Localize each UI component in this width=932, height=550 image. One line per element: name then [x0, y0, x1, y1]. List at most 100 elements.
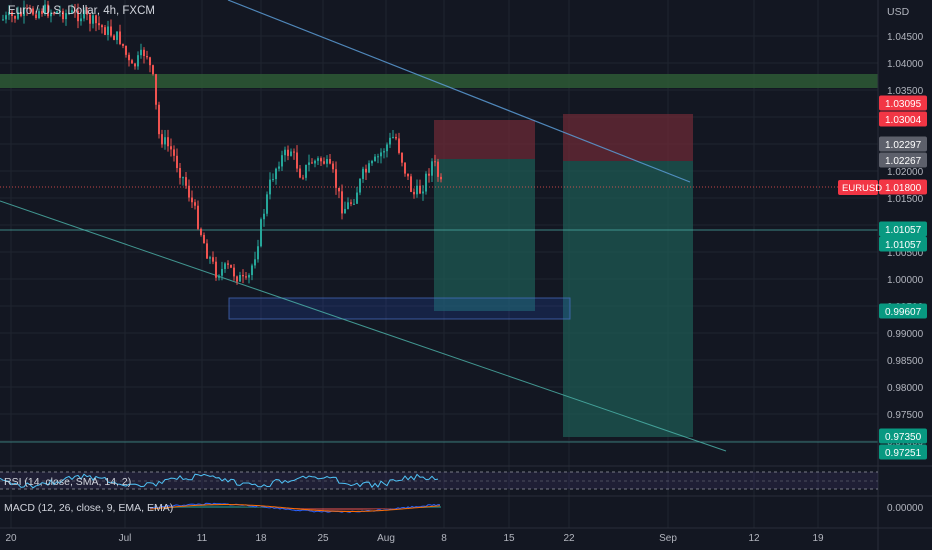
trade1-target-zone[interactable]: [434, 159, 535, 311]
candle-body: [203, 234, 205, 244]
chart-title[interactable]: Euro / U.S. Dollar, 4h, FXCM: [8, 5, 155, 17]
candle-body: [38, 11, 40, 19]
candle-body: [332, 163, 334, 170]
candle-body: [128, 54, 130, 61]
candle-body: [5, 15, 7, 20]
candle-body: [200, 228, 202, 235]
candle-body: [134, 63, 136, 67]
candle-body: [341, 191, 343, 214]
candle-body: [53, 12, 55, 14]
candle-body: [86, 10, 88, 15]
candle-body: [344, 208, 346, 214]
candle-body: [308, 162, 310, 165]
candle-body: [104, 27, 106, 35]
candle-body: [98, 23, 100, 26]
candle-body: [107, 26, 109, 35]
candle-body: [143, 49, 145, 57]
candle-body: [164, 137, 166, 145]
candle-body: [266, 194, 268, 214]
candle-body: [275, 168, 277, 180]
support-zone[interactable]: [228, 297, 571, 320]
candle-body: [422, 191, 424, 194]
candlestick-series[interactable]: [2, 0, 442, 285]
candle-body: [293, 151, 295, 153]
candle-body: [146, 56, 148, 58]
resistance-zone[interactable]: [0, 74, 878, 88]
candle-body: [224, 263, 226, 269]
candle-body: [419, 185, 421, 194]
candle-body: [110, 26, 112, 36]
candle-body: [362, 168, 364, 179]
candle-body: [311, 162, 313, 164]
candle-body: [14, 16, 16, 19]
candle-body: [179, 168, 181, 178]
candle-body: [296, 152, 298, 169]
candle-body: [386, 144, 388, 152]
trade1-stop-zone[interactable]: [434, 120, 535, 159]
candle-body: [365, 168, 367, 173]
macd-legend[interactable]: MACD (12, 26, close, 9, EMA, EMA): [4, 502, 174, 514]
candle-body: [122, 43, 124, 46]
trade2-stop-zone[interactable]: [563, 114, 693, 161]
candle-body: [278, 166, 280, 169]
upper-trend-line[interactable]: [227, 0, 691, 183]
candle-body: [2, 19, 4, 21]
candle-body: [233, 267, 235, 277]
candle-body: [299, 168, 301, 178]
candle-body: [257, 246, 259, 260]
candle-body: [413, 191, 415, 195]
candle-body: [17, 12, 19, 19]
candle-body: [392, 136, 394, 138]
candle-body: [119, 31, 121, 44]
candle-body: [26, 7, 28, 9]
candle-body: [194, 202, 196, 206]
candle-body: [71, 10, 73, 13]
rsi-legend[interactable]: RSI (14, close, SMA, 14, 2): [4, 476, 132, 488]
candle-body: [170, 146, 172, 150]
candle-body: [47, 4, 49, 17]
candle-body: [353, 203, 355, 205]
candle-body: [65, 13, 67, 20]
candle-body: [125, 45, 127, 55]
candle-body: [329, 159, 331, 164]
candle-body: [242, 275, 244, 277]
candle-body: [407, 173, 409, 177]
candle-body: [290, 151, 292, 156]
trade2-target-zone[interactable]: [563, 161, 693, 437]
candle-body: [29, 8, 31, 10]
candle-body: [209, 257, 211, 259]
lower-trend-line[interactable]: [0, 200, 727, 452]
candle-body: [149, 57, 151, 66]
candle-body: [140, 49, 142, 56]
candle-body: [326, 159, 328, 164]
candle-body: [302, 177, 304, 179]
candle-body: [62, 11, 64, 20]
candle-body: [89, 14, 91, 24]
candle-body: [113, 35, 115, 40]
candle-body: [56, 11, 58, 14]
candle-body: [92, 15, 94, 24]
candle-body: [74, 10, 76, 12]
candle-body: [254, 259, 256, 266]
candle-body: [11, 12, 13, 17]
currency-label[interactable]: USD: [887, 6, 910, 18]
candle-body: [437, 161, 439, 177]
candle-body: [77, 11, 79, 22]
candle-body: [23, 7, 25, 16]
candle-body: [236, 276, 238, 282]
candle-body: [152, 65, 154, 75]
candle-body: [350, 202, 352, 204]
candle-body: [347, 202, 349, 209]
candle-body: [359, 178, 361, 193]
candle-body: [95, 15, 97, 24]
candle-body: [218, 275, 220, 278]
candle-body: [248, 275, 250, 278]
macd-signal-line: [149, 504, 441, 512]
candle-body: [227, 263, 229, 265]
candle-body: [239, 275, 241, 282]
candle-body: [434, 161, 436, 163]
candle-body: [404, 162, 406, 174]
candle-body: [161, 134, 163, 145]
